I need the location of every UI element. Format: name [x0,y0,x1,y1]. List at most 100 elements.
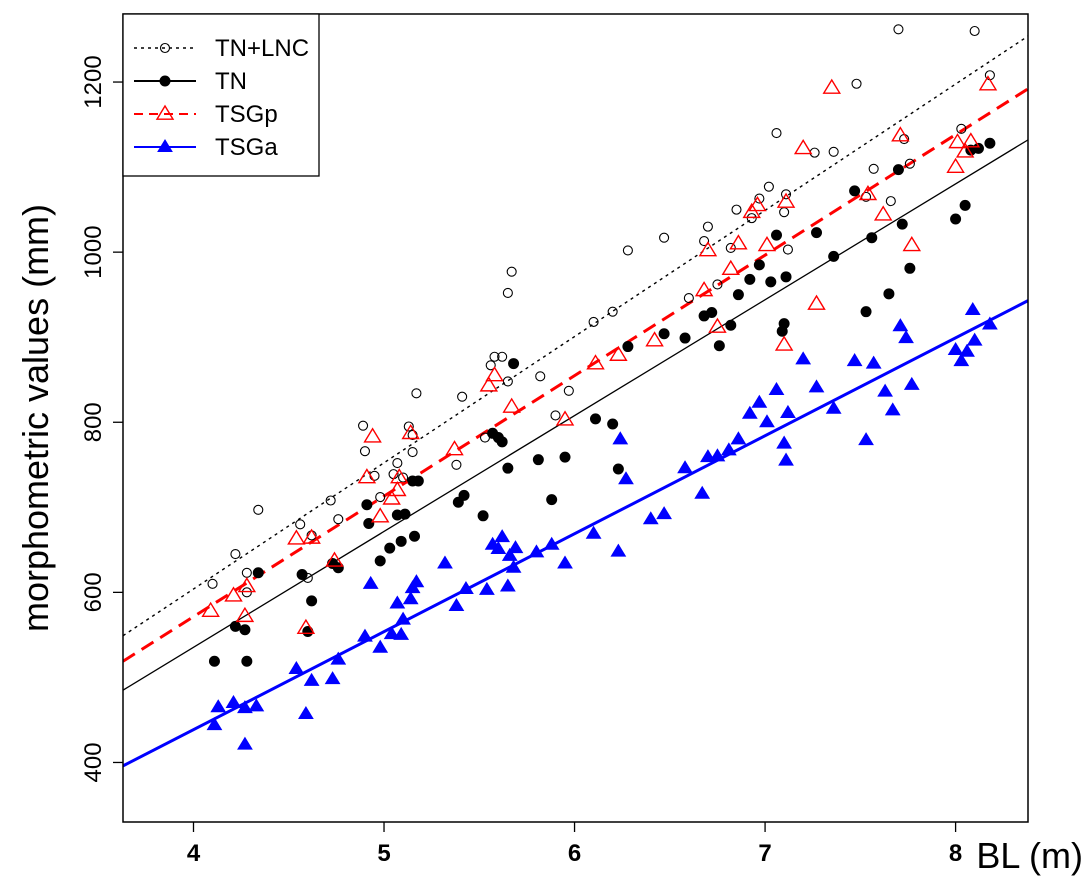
point-tn [959,199,971,211]
point-tsgp [776,192,796,208]
point-tn [458,489,470,501]
x-tick-label: 7 [758,840,771,867]
point-tn [477,510,489,522]
point-tsga [458,580,474,595]
point-tsga [694,485,711,499]
point-tsga [393,626,410,640]
point-tn [892,164,904,176]
point-tn-lnc [333,514,344,525]
point-tsga [858,432,874,446]
point-tsgp [390,468,409,484]
point-tsga [505,559,522,573]
point-tsgp [955,142,975,158]
point-tn [950,213,962,225]
series-tsgp [201,75,998,634]
point-tsga [903,376,920,390]
x-axis: 4 5 6 7 8 [187,822,962,867]
point-tn [828,250,840,262]
y-tick-label: 1000 [80,225,107,278]
series-tn-lnc [207,24,995,598]
point-tsga [825,400,842,414]
legend-marker [159,42,171,54]
point-tsga [362,575,379,589]
point-tn-lnc [699,236,710,247]
point-tsgp [388,480,407,497]
point-tsgp [401,423,420,440]
point-tsgp [485,366,504,382]
y-tick-label: 800 [80,402,107,442]
point-tsga [324,671,341,685]
point-tsga [389,595,406,609]
point-tsgp [961,132,981,148]
point-tn [332,562,344,574]
legend-label: TN+LNC [215,35,309,62]
point-tn [780,271,792,283]
point-tn-lnc [392,458,403,469]
point-tn [849,185,861,197]
point-tsga [528,544,545,558]
point-tsga [210,699,227,713]
point-tn-lnc [607,306,618,317]
point-tn-lnc [779,207,790,218]
point-tsgp [774,335,794,351]
point-tn-lnc [485,360,496,371]
point-tsga [330,651,347,665]
point-tsgp [370,507,390,523]
point-tsga [892,318,909,332]
point-tsga [395,611,411,625]
point-tsgp [302,528,321,544]
point-tn-lnc [241,567,252,578]
point-tsga [677,460,693,474]
point-tsga [947,341,964,356]
point-tsga [499,578,516,592]
point-tsgp [555,410,575,426]
point-tsga [751,394,768,408]
point-tsga [402,591,419,605]
point-tsga [357,628,373,642]
y-tick-label: 600 [80,572,107,612]
point-tn [399,508,411,520]
x-tick-label: 4 [187,840,201,867]
point-tn [306,595,318,607]
point-tn [532,454,544,466]
point-tsgp [237,577,257,593]
point-tsgp [382,489,401,505]
point-tn-lnc [893,24,904,35]
point-tsga [448,598,465,612]
point-tsga [372,639,389,653]
point-tsgp [694,281,714,297]
point-tsga [780,404,796,418]
point-tn-lnc [502,287,513,299]
point-tn-lnc [702,221,713,232]
point-tsgp [479,376,499,392]
point-tn [363,517,375,529]
legend-item-tsga: TSGa [134,134,278,161]
point-tsgp [586,354,605,370]
point-tsga [298,706,314,720]
point-tsga [877,383,893,397]
point-tn [744,273,756,285]
point-tsga [959,343,975,357]
point-tsga [759,414,775,428]
point-tn [706,307,718,319]
legend-label: TSGa [215,134,278,161]
series-tsga [206,302,998,750]
point-tn [241,655,253,667]
point-tsga [288,660,305,674]
point-tn [778,318,790,330]
point-tn [972,142,984,154]
point-tsga [437,555,453,569]
point-tsga [248,698,265,712]
fit-line-tn-lnc [123,35,1028,637]
point-tn [412,475,424,487]
point-tsga [898,330,914,344]
point-tsga [964,302,981,316]
point-tsga [501,547,518,561]
y-axis: 400 600 800 1000 1200 [80,55,123,782]
point-tn-lnc [746,213,757,224]
point-tsgp [978,75,998,91]
point-tn-lnc [828,146,839,157]
fit-line-tn [123,139,1028,691]
point-tsgp [948,133,967,149]
point-tn-lnc [904,158,915,169]
